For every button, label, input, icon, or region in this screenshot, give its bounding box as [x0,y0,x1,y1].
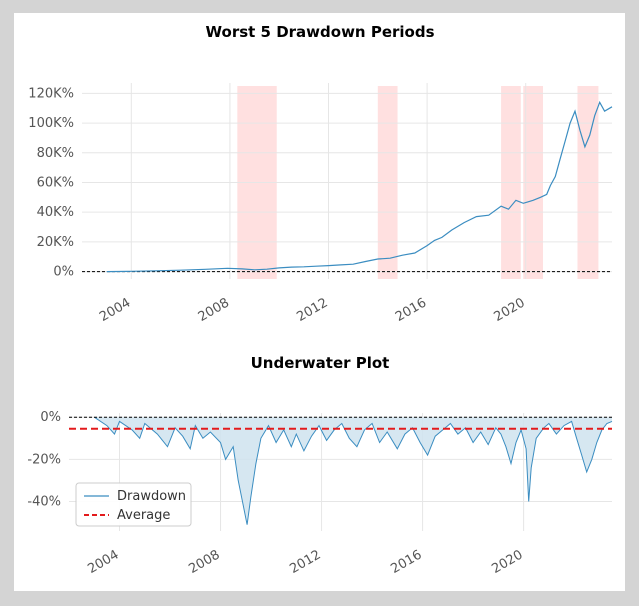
x-tick-labels: 2004 2008 2012 2016 2020 [85,547,525,577]
chart-title-2: Underwater Plot [251,354,390,372]
y-tick-label: 0% [53,265,74,280]
x-tick-label: 2008 [186,547,222,577]
drawdown-area [94,417,613,525]
x-tick-label: 2020 [489,547,525,577]
x-tick-label: 2008 [196,295,232,325]
underwater-chart: Underwater Plot 0%-20%-40% 2004 2008 2012 2… [27,354,613,577]
y-tick-label: -20% [27,452,61,467]
x-tick-label: 2012 [294,295,330,325]
y-tick-label: 120K% [28,86,74,101]
y-tick-label: 40K% [37,205,74,220]
x-tick-label: 2004 [85,547,121,577]
chart-canvas: Worst 5 Drawdown Periods 0% 20K% 40K% 60K% 8… [27,23,613,577]
y-tick-label: 80K% [37,146,74,161]
drawdown-line [94,416,613,525]
x-tick-label: 2012 [287,547,323,577]
y-tick-label: 0% [40,410,61,425]
y-tick-label: 20K% [37,235,74,250]
x-tick-label: 2020 [492,295,528,325]
chart-title-1: Worst 5 Drawdown Periods [206,23,435,41]
legend: Drawdown Average [75,482,192,527]
y-tick-labels: 0% -20% -40% [27,410,61,509]
y-tick-label: 60K% [37,175,74,190]
drawdown-periods-chart: Worst 5 Drawdown Periods 0% 20K% 40K% 60K% 8… [28,23,613,325]
x-tick-label: 2004 [97,295,133,325]
legend-drawdown-label: Drawdown [117,489,186,504]
returns-line [106,100,613,273]
y-tick-label: 100K% [28,116,74,131]
x-tick-label: 2016 [388,547,424,577]
figure: Worst 5 Drawdown Periods 0% 20K% 40K% 60K% 8… [14,13,625,591]
y-tick-label: -40% [27,495,61,510]
y-tick-labels: 0% 20K% 40K% 60K% 80K% 100K% 120K% [28,86,74,279]
x-tick-label: 2016 [393,295,429,325]
legend-average-label: Average [117,508,170,523]
x-tick-labels: 2004 2008 2012 2016 2020 [97,295,528,325]
